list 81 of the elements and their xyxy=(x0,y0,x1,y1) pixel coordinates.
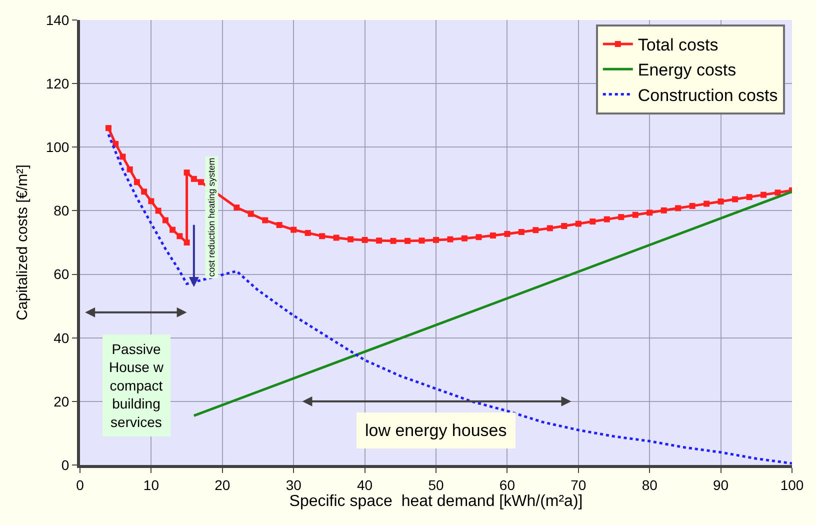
x-tick-label: 30 xyxy=(286,476,302,493)
x-tick-label: 80 xyxy=(642,476,658,493)
point xyxy=(476,234,482,240)
x-tick-label: 70 xyxy=(570,476,586,493)
point xyxy=(319,233,326,240)
point xyxy=(490,232,496,239)
point xyxy=(618,214,624,220)
point xyxy=(304,230,311,236)
point xyxy=(141,188,148,195)
point xyxy=(561,222,568,229)
point xyxy=(774,190,781,196)
annotation: cost reduction heating system xyxy=(206,158,217,277)
legend-label: Total costs xyxy=(638,36,718,55)
y-tick-label: 120 xyxy=(46,75,70,92)
point xyxy=(646,210,653,216)
point xyxy=(134,179,140,186)
legend-label: Energy costs xyxy=(638,60,736,80)
point xyxy=(532,227,539,234)
line-series xyxy=(107,133,792,465)
point xyxy=(390,238,396,244)
y-tick-label: 100 xyxy=(46,139,70,156)
point xyxy=(675,205,682,212)
point xyxy=(461,235,468,242)
point xyxy=(418,238,425,244)
x-tick-label: 10 xyxy=(143,476,160,493)
point xyxy=(248,210,254,217)
point xyxy=(276,222,282,228)
y-tick-label: 140 xyxy=(46,12,70,28)
point xyxy=(362,236,368,243)
y-tick-label: 0 xyxy=(61,456,70,473)
x-tick-label: 100 xyxy=(780,476,804,493)
point xyxy=(689,202,696,209)
point xyxy=(126,166,133,172)
point xyxy=(504,230,510,237)
point xyxy=(155,208,162,214)
point xyxy=(190,176,197,182)
y-tick-label: 40 xyxy=(54,330,70,346)
point xyxy=(170,226,176,233)
x-tick-label: 0 xyxy=(76,476,84,493)
point xyxy=(718,198,724,204)
point xyxy=(746,194,752,200)
point xyxy=(120,154,126,160)
y-tick-label: 60 xyxy=(54,266,70,282)
point xyxy=(518,229,524,236)
point xyxy=(632,212,638,218)
point xyxy=(184,170,190,176)
legend-label: Construction costs xyxy=(638,86,778,105)
point xyxy=(575,220,582,227)
point xyxy=(433,236,439,243)
point xyxy=(760,192,767,198)
point xyxy=(234,204,240,211)
point xyxy=(732,196,738,202)
y-axis-title: Capitalized costs [€/m²] xyxy=(14,164,32,320)
point xyxy=(184,240,190,246)
point xyxy=(376,238,382,244)
y-tick-label: 20 xyxy=(54,393,70,410)
point xyxy=(176,233,183,240)
point xyxy=(290,226,297,233)
point xyxy=(333,234,340,241)
point xyxy=(404,238,411,244)
x-axis-title: Specific space heat demand [kWh/(m²a)] xyxy=(289,492,583,510)
x-tick-label: 20 xyxy=(214,476,230,493)
x-tick-label: 50 xyxy=(428,476,444,493)
point xyxy=(604,216,610,222)
point xyxy=(162,217,168,224)
point xyxy=(148,198,154,204)
point xyxy=(348,236,354,242)
y-tick-label: 80 xyxy=(54,202,70,219)
point xyxy=(546,225,553,232)
point xyxy=(447,236,454,242)
annotation: Passive House w compact building services xyxy=(109,341,164,430)
point xyxy=(660,207,667,214)
point xyxy=(590,218,596,225)
point xyxy=(198,179,204,186)
annotation: low energy houses xyxy=(365,421,507,440)
point xyxy=(105,125,112,132)
point xyxy=(704,200,710,207)
x-tick-label: 40 xyxy=(357,476,373,493)
x-tick-label: 90 xyxy=(713,476,729,493)
point xyxy=(262,217,268,224)
x-tick-label: 60 xyxy=(499,476,516,493)
